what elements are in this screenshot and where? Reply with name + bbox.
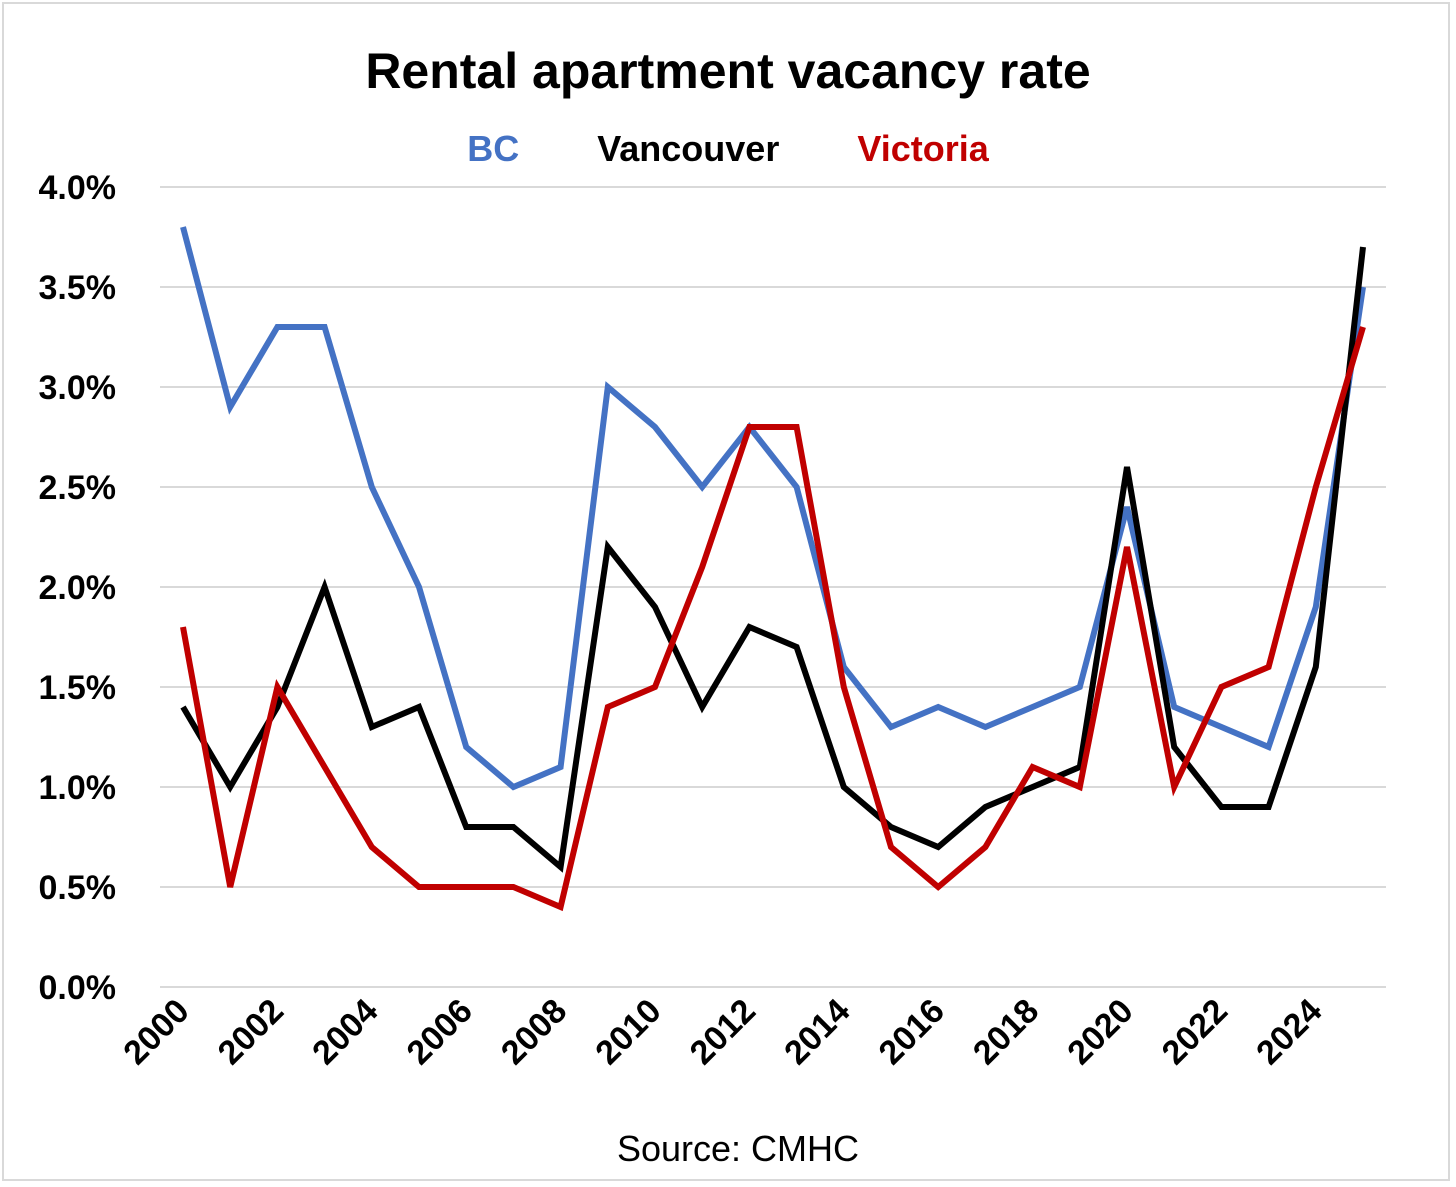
chart-title: Rental apartment vacancy rate xyxy=(365,43,1091,99)
legend: BC Vancouver Victoria xyxy=(0,128,1456,170)
source-note: Source: CMHC xyxy=(616,1128,860,1169)
x-tick-label: 2012 xyxy=(683,992,763,1072)
x-axis-ticks: 2000 2002 2004 2006 2008 2010 2012 2014 2016 2018… xyxy=(116,992,1329,1072)
series-line-victoria xyxy=(180,326,1366,912)
x-tick-label: 2006 xyxy=(400,992,480,1072)
legend-item-victoria: Victoria xyxy=(857,128,989,169)
series-line-bc xyxy=(180,226,1366,791)
y-tick-label: 0.5% xyxy=(39,869,117,907)
y-tick-label: 2.5% xyxy=(39,469,117,507)
x-tick-label: 2002 xyxy=(211,992,291,1072)
x-tick-label: 2004 xyxy=(305,992,385,1072)
y-tick-label: 4.0% xyxy=(39,169,117,207)
series-line-vancouver xyxy=(180,246,1366,873)
y-tick-label: 0.0% xyxy=(39,969,117,1007)
x-tick-label: 2016 xyxy=(872,992,952,1072)
x-tick-label: 2000 xyxy=(116,992,196,1072)
series-lines xyxy=(180,226,1366,912)
x-tick-label: 2020 xyxy=(1060,992,1140,1072)
x-tick-label: 2010 xyxy=(588,992,668,1072)
legend-item-vancouver: Vancouver xyxy=(597,128,780,169)
x-tick-label: 2018 xyxy=(966,992,1046,1072)
x-tick-label: 2024 xyxy=(1249,992,1329,1072)
y-axis-ticks: 0.0% 0.5% 1.0% 1.5% 2.0% 2.5% 3.0% 3.5% 4.0% xyxy=(39,169,117,1007)
y-tick-label: 3.5% xyxy=(39,269,117,307)
x-tick-label: 2022 xyxy=(1155,992,1235,1072)
x-tick-label: 2008 xyxy=(494,992,574,1072)
legend-item-bc: BC xyxy=(467,128,520,169)
gridlines xyxy=(160,186,1386,988)
y-tick-label: 1.0% xyxy=(39,769,117,807)
y-tick-label: 2.0% xyxy=(39,569,117,607)
x-tick-label: 2014 xyxy=(777,992,857,1072)
y-tick-label: 3.0% xyxy=(39,369,117,407)
y-tick-label: 1.5% xyxy=(39,669,117,707)
